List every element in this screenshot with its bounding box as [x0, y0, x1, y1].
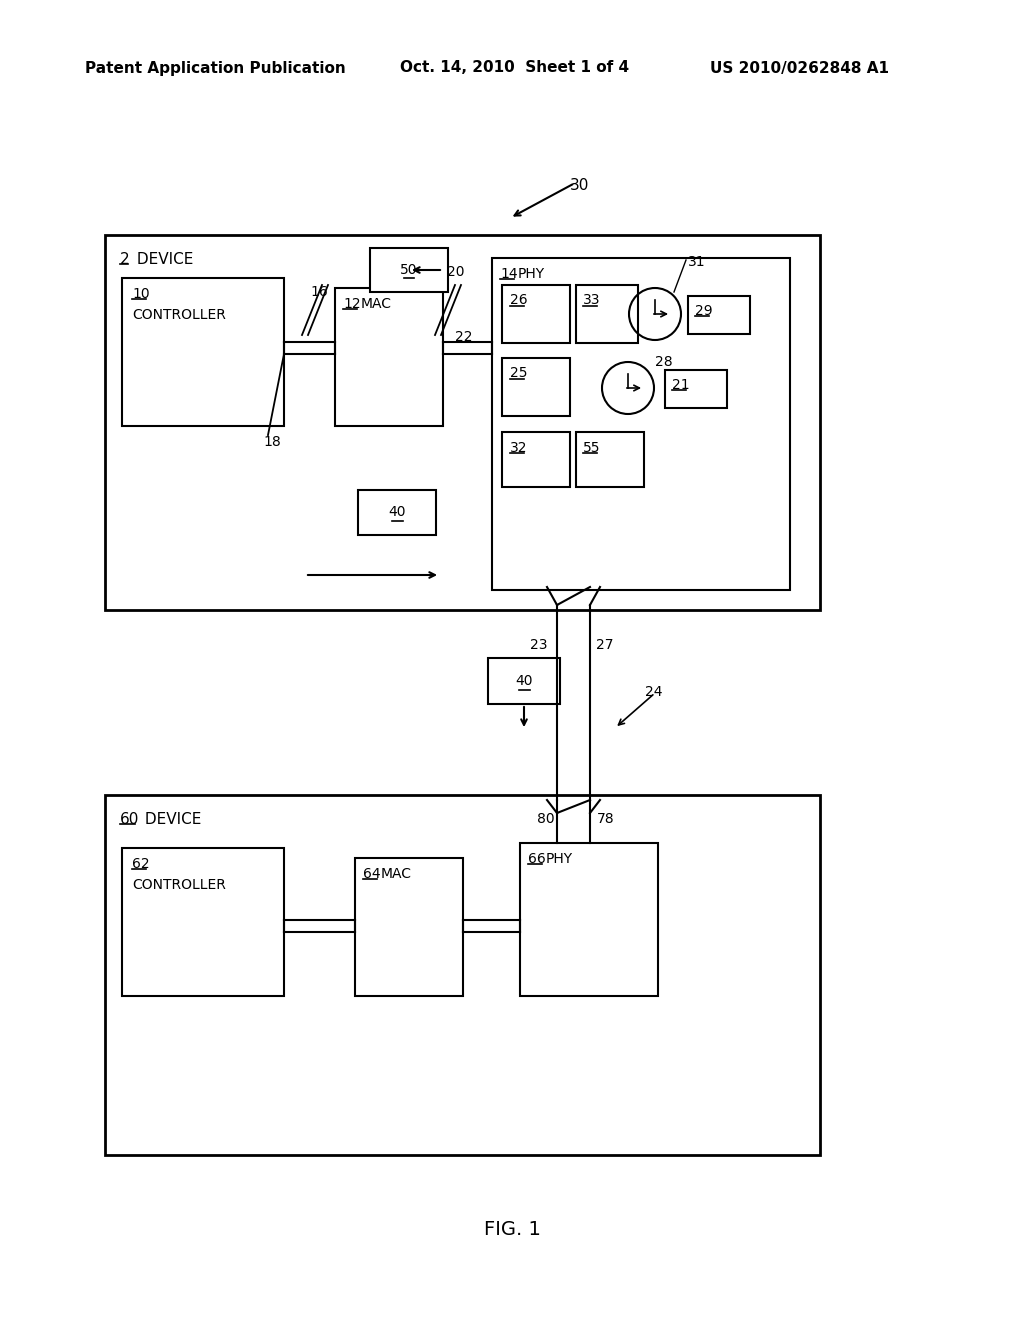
Text: 30: 30: [570, 178, 590, 193]
Text: 64: 64: [362, 867, 381, 880]
Bar: [502, 432, 570, 487]
Text: 22: 22: [455, 330, 472, 345]
Bar: [355, 858, 463, 997]
Text: 33: 33: [583, 293, 600, 308]
Bar: [665, 370, 727, 408]
Text: 62: 62: [132, 857, 150, 871]
Text: 16: 16: [310, 285, 328, 300]
Bar: [502, 358, 570, 416]
Text: 29: 29: [695, 304, 713, 318]
Text: 23: 23: [530, 638, 548, 652]
Text: Patent Application Publication: Patent Application Publication: [85, 61, 346, 75]
Text: 40: 40: [515, 675, 532, 688]
Text: PHY: PHY: [546, 851, 573, 866]
Text: 2: 2: [120, 252, 130, 267]
Text: 32: 32: [510, 441, 527, 455]
Bar: [502, 285, 570, 343]
Text: 66: 66: [528, 851, 546, 866]
Text: 21: 21: [672, 378, 689, 392]
Text: 12: 12: [343, 297, 360, 312]
Text: 18: 18: [263, 436, 281, 449]
Bar: [488, 657, 560, 704]
Text: DEVICE: DEVICE: [132, 252, 194, 267]
Text: 60: 60: [120, 812, 139, 828]
Text: 20: 20: [447, 265, 465, 279]
Text: 25: 25: [510, 366, 527, 380]
Text: 40: 40: [388, 506, 406, 519]
Text: 10: 10: [132, 286, 150, 301]
Bar: [575, 285, 638, 343]
Text: 80: 80: [537, 812, 555, 826]
Text: 28: 28: [655, 355, 673, 370]
Bar: [520, 843, 658, 997]
Bar: [688, 296, 750, 334]
Text: MAC: MAC: [381, 867, 412, 880]
Bar: [335, 288, 443, 426]
Text: DEVICE: DEVICE: [140, 812, 202, 828]
Bar: [105, 795, 820, 1155]
Bar: [575, 432, 644, 487]
Bar: [492, 257, 790, 590]
Bar: [122, 847, 284, 997]
Text: 55: 55: [583, 441, 600, 455]
Text: MAC: MAC: [361, 297, 392, 312]
Text: 78: 78: [597, 812, 614, 826]
Bar: [370, 248, 449, 292]
Text: 14: 14: [500, 267, 517, 281]
Text: US 2010/0262848 A1: US 2010/0262848 A1: [710, 61, 889, 75]
Bar: [105, 235, 820, 610]
Text: CONTROLLER: CONTROLLER: [132, 308, 226, 322]
Bar: [122, 279, 284, 426]
Text: 26: 26: [510, 293, 527, 308]
Text: CONTROLLER: CONTROLLER: [132, 878, 226, 892]
Text: 50: 50: [400, 263, 418, 277]
Text: FIG. 1: FIG. 1: [483, 1220, 541, 1239]
Text: Oct. 14, 2010  Sheet 1 of 4: Oct. 14, 2010 Sheet 1 of 4: [400, 61, 629, 75]
Bar: [358, 490, 436, 535]
Text: 27: 27: [596, 638, 613, 652]
Text: 31: 31: [688, 255, 706, 269]
Text: PHY: PHY: [518, 267, 545, 281]
Text: 24: 24: [645, 685, 663, 700]
